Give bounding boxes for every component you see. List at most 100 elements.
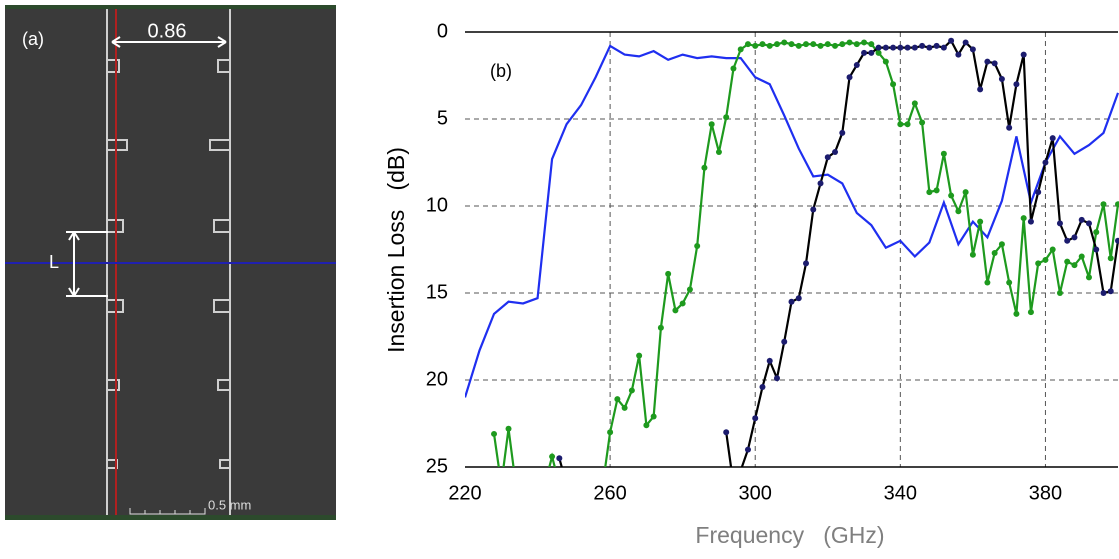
point: [730, 481, 736, 487]
point: [984, 58, 991, 65]
panel-label: (b): [490, 61, 512, 81]
point: [773, 375, 780, 382]
y-tick-label: 25: [426, 455, 448, 477]
point: [984, 279, 991, 286]
series-line: [558, 38, 1119, 467]
point: [1071, 262, 1078, 269]
point: [744, 446, 751, 453]
point: [803, 41, 810, 48]
point: [744, 41, 751, 48]
point: [766, 357, 773, 364]
point: [955, 51, 962, 58]
point: [650, 413, 657, 420]
point: [969, 251, 976, 258]
image-edge: [5, 515, 336, 520]
point: [1035, 260, 1042, 267]
point: [853, 41, 860, 48]
point: [991, 249, 998, 256]
point: [723, 114, 730, 121]
scale-label: 0.5 mm: [208, 497, 251, 512]
point: [933, 42, 940, 49]
point: [795, 295, 802, 302]
point: [607, 429, 614, 436]
point: [810, 41, 817, 48]
x-tick-label: 340: [884, 482, 917, 504]
point: [1013, 81, 1020, 88]
x-tick-label: 300: [739, 482, 772, 504]
point: [890, 81, 897, 88]
point: [977, 218, 984, 225]
point: [1064, 258, 1071, 265]
x-tick-label: 380: [1029, 482, 1062, 504]
point: [882, 44, 889, 51]
point: [737, 46, 744, 53]
micrograph: (a) 0.86 L 0.5 mm: [5, 5, 336, 520]
point: [1100, 290, 1107, 296]
point: [1027, 309, 1034, 316]
point: [752, 42, 759, 49]
width-label: 0.86: [148, 20, 187, 42]
point: [672, 307, 679, 314]
point: [955, 208, 962, 215]
point: [665, 270, 672, 277]
point: [1013, 310, 1020, 317]
point: [868, 41, 875, 48]
period-arrow: [66, 231, 108, 297]
point: [1115, 237, 1119, 244]
point: [621, 404, 628, 411]
point: [614, 396, 621, 403]
image-edge: [5, 5, 336, 9]
point: [766, 42, 773, 49]
y-tick-label: 0: [437, 20, 448, 42]
point: [919, 42, 926, 49]
point: [824, 154, 831, 161]
point: [948, 37, 955, 44]
point: [636, 352, 643, 359]
point: [817, 180, 824, 187]
point: [1100, 201, 1107, 208]
point: [542, 481, 548, 487]
point: [911, 44, 918, 51]
point: [781, 39, 788, 46]
point: [1020, 215, 1027, 222]
point: [549, 453, 556, 460]
point: [730, 65, 737, 72]
period-label: L: [49, 252, 59, 272]
point: [1085, 274, 1092, 281]
point: [1042, 256, 1049, 263]
point: [824, 41, 831, 48]
point: [897, 121, 904, 128]
y-tick-label: 5: [437, 107, 448, 129]
point: [505, 425, 512, 432]
point: [773, 41, 780, 48]
y-axis-label: Insertion Loss (dB): [383, 147, 409, 353]
point: [846, 39, 853, 46]
point: [1006, 124, 1013, 131]
point: [1085, 220, 1092, 227]
x-axis-label: Frequency (GHz): [695, 522, 884, 548]
point: [911, 100, 918, 107]
point: [657, 324, 664, 331]
point: [882, 58, 889, 65]
point: [861, 39, 868, 46]
point: [564, 481, 570, 487]
point: [875, 49, 882, 56]
point: [1027, 218, 1034, 225]
point: [643, 422, 650, 429]
point: [810, 206, 817, 213]
point: [962, 39, 969, 46]
point: [628, 387, 635, 394]
series-line: [465, 44, 1119, 398]
point: [940, 150, 947, 157]
point: [1107, 288, 1114, 295]
y-tick-label: 15: [426, 281, 448, 303]
point: [817, 42, 824, 49]
point: [1115, 201, 1119, 208]
point: [759, 41, 766, 48]
point: [1078, 216, 1085, 223]
point: [940, 44, 947, 51]
point: [759, 383, 766, 390]
